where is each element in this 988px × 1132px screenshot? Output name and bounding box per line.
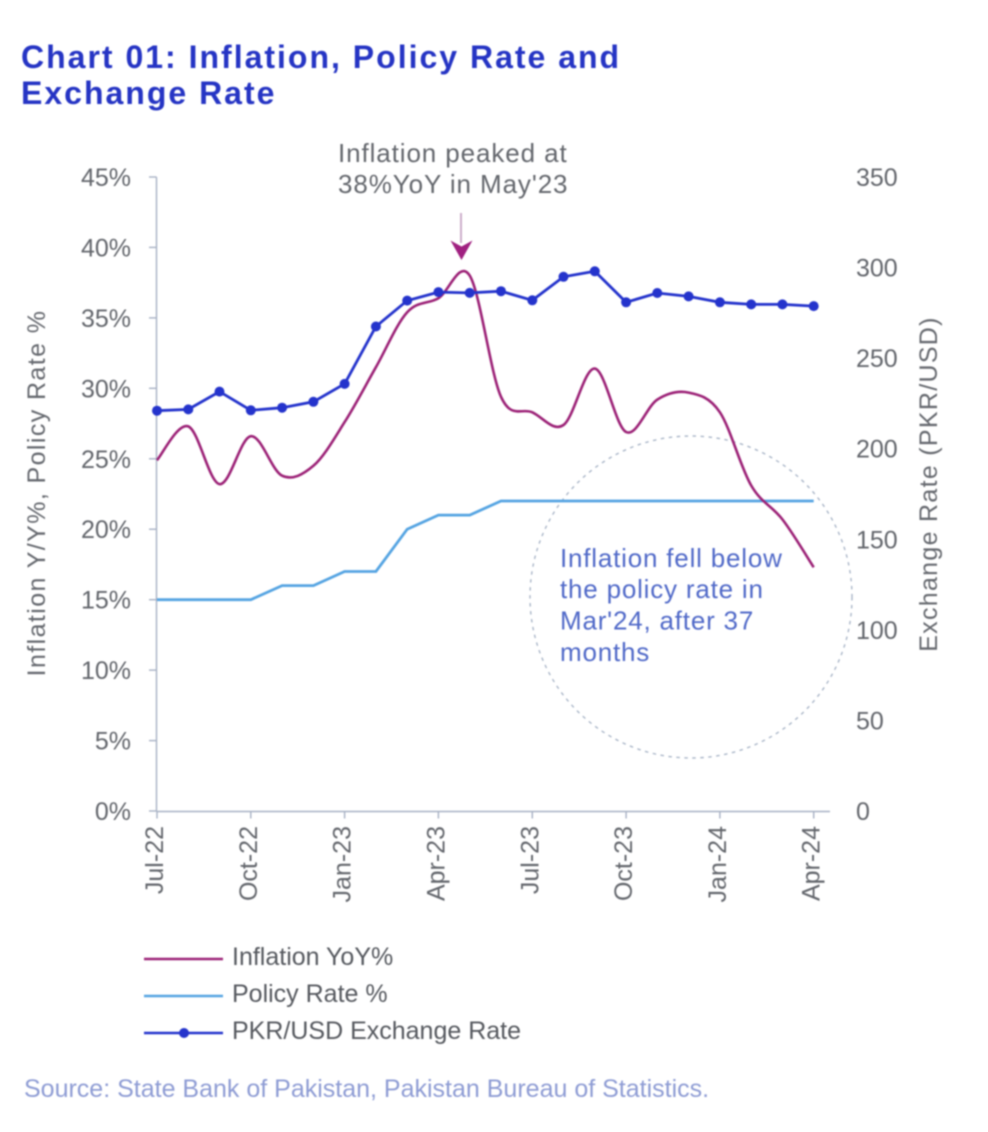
svg-text:PKR/USD Exchange Rate: PKR/USD Exchange Rate (232, 1017, 521, 1045)
svg-text:Inflation Y/Y%, Policy Rate %: Inflation Y/Y%, Policy Rate % (23, 310, 51, 677)
svg-text:Jul-22: Jul-22 (141, 826, 169, 894)
svg-text:250: 250 (856, 345, 898, 373)
svg-text:months: months (560, 637, 650, 667)
svg-text:25%: 25% (81, 446, 131, 474)
svg-text:100: 100 (856, 617, 898, 645)
svg-text:Inflation peaked at: Inflation peaked at (338, 138, 568, 168)
svg-text:Apr-24: Apr-24 (798, 826, 826, 901)
svg-text:38%YoY in May'23: 38%YoY in May'23 (338, 169, 568, 199)
svg-text:0%: 0% (95, 798, 131, 826)
svg-text:Mar'24, after 37: Mar'24, after 37 (560, 606, 754, 636)
svg-text:200: 200 (856, 436, 898, 464)
svg-text:Oct-22: Oct-22 (235, 826, 263, 901)
svg-text:Policy Rate %: Policy Rate % (232, 980, 388, 1008)
svg-text:5%: 5% (95, 728, 131, 756)
svg-text:Exchange Rate: Exchange Rate (21, 75, 276, 111)
svg-text:the policy rate in: the policy rate in (560, 574, 764, 604)
svg-text:40%: 40% (81, 234, 131, 262)
svg-text:20%: 20% (81, 516, 131, 544)
svg-text:30%: 30% (81, 375, 131, 403)
svg-text:Source: State Bank of Pakistan: Source: State Bank of Pakistan, Pakistan… (24, 1075, 709, 1103)
svg-text:Jul-23: Jul-23 (516, 826, 544, 894)
svg-text:10%: 10% (81, 657, 131, 685)
svg-text:350: 350 (856, 164, 898, 192)
svg-text:15%: 15% (81, 587, 131, 615)
svg-text:45%: 45% (81, 164, 131, 192)
svg-text:Apr-23: Apr-23 (422, 826, 450, 901)
svg-text:50: 50 (856, 707, 884, 735)
svg-text:Inflation YoY%: Inflation YoY% (232, 943, 393, 971)
svg-text:300: 300 (856, 255, 898, 283)
svg-text:150: 150 (856, 526, 898, 554)
svg-text:Oct-23: Oct-23 (610, 826, 638, 901)
svg-text:0: 0 (856, 798, 870, 826)
svg-text:Chart 01: Inflation, Policy Ra: Chart 01: Inflation, Policy Rate and (21, 39, 621, 75)
svg-text:35%: 35% (81, 305, 131, 333)
svg-text:Jan-24: Jan-24 (704, 826, 732, 903)
svg-text:Exchange Rate (PKR/USD): Exchange Rate (PKR/USD) (915, 316, 943, 652)
svg-text:Jan-23: Jan-23 (329, 826, 357, 902)
svg-text:Inflation fell below: Inflation fell below (560, 543, 783, 573)
